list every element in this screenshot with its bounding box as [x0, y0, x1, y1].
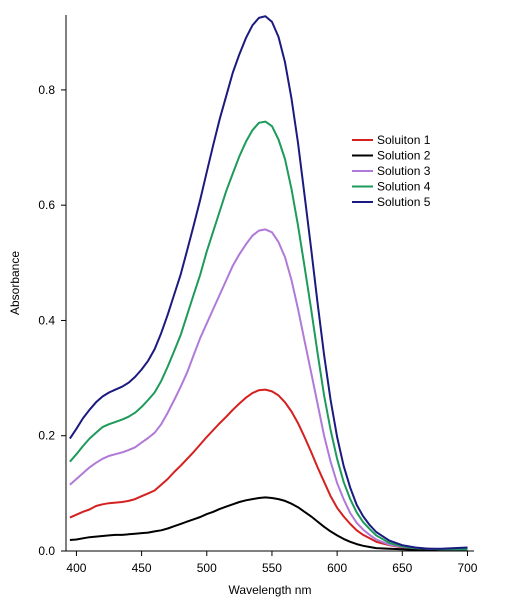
y-tick-label: 0.4: [38, 313, 55, 327]
series-line-4: [69, 120, 468, 551]
x-axis-title: Wavelength nm: [229, 583, 312, 597]
series-line-5: [69, 15, 468, 550]
x-tick-label: 650: [392, 561, 412, 575]
x-tick-label: 600: [327, 561, 347, 575]
legend-label-4: Solution 4: [377, 180, 431, 194]
series-line-3: [69, 228, 468, 551]
axes: [65, 15, 474, 552]
legend-label-3: Solution 3: [377, 164, 431, 178]
x-tick-label: 400: [66, 561, 86, 575]
y-tick-label: 0.6: [38, 198, 55, 212]
series-line-1: [69, 388, 468, 551]
y-tick-label: 0.2: [38, 429, 55, 443]
x-tick-label: 700: [457, 561, 477, 575]
series-lines: [69, 15, 468, 551]
x-tick-label: 550: [262, 561, 282, 575]
series-line-2: [69, 496, 468, 551]
x-tick-label: 450: [132, 561, 152, 575]
legend-label-1: Soluiton 1: [377, 133, 431, 147]
legend-label-5: Solution 5: [377, 195, 431, 209]
y-tick-label: 0.8: [38, 83, 55, 97]
x-tick-label: 500: [197, 561, 217, 575]
ticks: 400 450 500 550 600 650 700 0.0 0.2 0.4 0.6 0.8: [38, 83, 478, 575]
y-axis-title: Absorbance: [8, 251, 22, 315]
legend-label-2: Solution 2: [377, 149, 431, 163]
y-tick-label: 0.0: [38, 544, 55, 558]
